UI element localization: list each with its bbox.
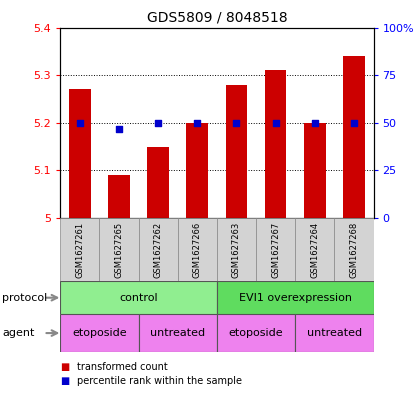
Bar [108,175,130,218]
Title: GDS5809 / 8048518: GDS5809 / 8048518 [146,11,287,25]
Bar [60,281,217,314]
Text: etoposide: etoposide [72,328,127,338]
Point [155,119,161,126]
Text: etoposide: etoposide [229,328,283,338]
Bar [343,56,365,218]
Text: agent: agent [2,328,34,338]
Bar [69,90,90,218]
Bar [217,218,256,281]
Bar [256,218,295,281]
Point [116,125,122,132]
Bar [334,218,374,281]
Text: EVI1 overexpression: EVI1 overexpression [239,293,352,303]
Point [311,119,318,126]
Point [272,119,279,126]
Text: GSM1627261: GSM1627261 [75,222,84,277]
Text: ■: ■ [60,376,69,386]
Point [194,119,200,126]
Bar [186,123,208,218]
Bar [178,218,217,281]
Point [76,119,83,126]
Text: untreated: untreated [150,328,205,338]
Bar [226,85,247,218]
Text: GSM1627264: GSM1627264 [310,222,319,277]
Text: GSM1627268: GSM1627268 [349,221,359,278]
Text: protocol: protocol [2,293,47,303]
Bar [304,123,325,218]
Text: control: control [119,293,158,303]
Text: GSM1627262: GSM1627262 [154,222,163,277]
Bar [139,314,217,352]
Bar [217,314,295,352]
Text: untreated: untreated [307,328,362,338]
Point [233,119,240,126]
Bar [60,314,139,352]
Text: ■: ■ [60,362,69,373]
Text: GSM1627263: GSM1627263 [232,221,241,278]
Bar [99,218,139,281]
Bar [139,218,178,281]
Bar [265,70,286,218]
Text: GSM1627266: GSM1627266 [193,221,202,278]
Text: GSM1627267: GSM1627267 [271,221,280,278]
Point [351,119,357,126]
Bar [147,147,169,218]
Bar [60,218,99,281]
Text: GSM1627265: GSM1627265 [115,222,123,277]
Text: transformed count: transformed count [77,362,168,373]
Bar [295,314,374,352]
Bar [217,281,374,314]
Bar [295,218,334,281]
Text: percentile rank within the sample: percentile rank within the sample [77,376,242,386]
